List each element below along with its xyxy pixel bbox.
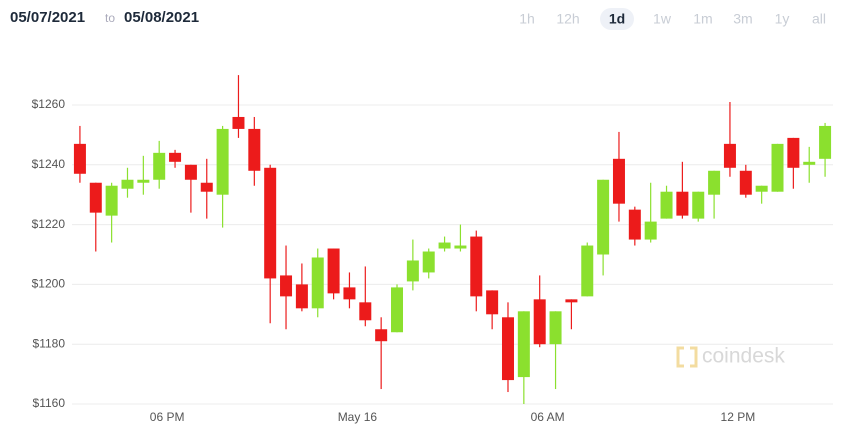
range-button-label: 1d: [609, 11, 625, 27]
range-button[interactable]: all: [812, 11, 826, 27]
candle-body: [723, 143, 736, 168]
candle-body: [517, 311, 530, 378]
range-button-label: 1h: [519, 11, 535, 27]
y-tick-label: $1160: [33, 396, 66, 410]
candle-body: [819, 125, 832, 159]
x-tick-label: 12 PM: [721, 410, 756, 424]
candle-body: [454, 245, 467, 249]
watermark-text: coindesk: [702, 345, 785, 368]
candle-body: [232, 116, 245, 129]
candle-body: [565, 299, 578, 303]
candle-body: [612, 158, 625, 204]
candle-body: [803, 161, 816, 165]
y-tick-label: $1240: [32, 157, 66, 171]
range-button-label: 1y: [775, 11, 790, 27]
x-tick-label: 06 PM: [150, 410, 185, 424]
range-button-label: 1w: [653, 11, 672, 27]
candle-body: [581, 245, 594, 297]
candle-body: [153, 152, 166, 180]
candle-body: [264, 167, 277, 279]
candle-body: [375, 329, 388, 342]
candle-body: [628, 209, 641, 240]
candle-body: [200, 182, 213, 192]
range-button-label: 1m: [693, 11, 712, 27]
candle-body: [327, 248, 340, 294]
x-tick-label: 06 AM: [531, 410, 565, 424]
candle-body: [787, 137, 800, 168]
candle-body: [391, 287, 404, 333]
range-button[interactable]: 3m: [733, 11, 752, 27]
candle-body: [121, 179, 134, 189]
candle-body: [771, 143, 784, 192]
candle-body: [755, 185, 768, 192]
range-button[interactable]: 1w: [653, 11, 672, 27]
watermark: coindesk: [676, 345, 785, 368]
date-from: 05/07/2021: [10, 9, 85, 26]
candle-body: [533, 299, 546, 345]
candle-body: [89, 182, 102, 213]
candle-body: [549, 311, 562, 345]
range-button-label: all: [812, 11, 826, 27]
candle-body: [73, 143, 86, 174]
y-tick-label: $1200: [32, 277, 66, 291]
candle-body: [359, 302, 372, 321]
date-to: 05/08/2021: [124, 9, 199, 26]
candle-body: [692, 191, 705, 219]
date-separator: to: [105, 11, 115, 25]
candle-body: [137, 179, 150, 183]
candle-body: [216, 128, 229, 195]
y-tick-label: $1180: [33, 336, 66, 350]
range-button-label: 3m: [733, 11, 752, 27]
x-tick-label: May 16: [338, 410, 378, 424]
range-button-bg: [600, 8, 634, 30]
range-button[interactable]: 1m: [693, 11, 712, 27]
candle-body: [676, 191, 689, 216]
candle-body: [184, 164, 197, 180]
range-button-label: 12h: [556, 11, 579, 27]
range-button[interactable]: 1h: [519, 11, 535, 27]
candle-body: [105, 185, 118, 216]
candle-body: [597, 179, 610, 255]
candle-body: [169, 152, 182, 162]
candle-body: [280, 275, 293, 297]
candle-body: [501, 317, 514, 381]
candle-body: [438, 242, 451, 249]
candle-body: [248, 128, 261, 171]
range-button[interactable]: 1d: [600, 8, 634, 30]
y-tick-label: $1220: [32, 217, 66, 231]
candle-body: [422, 251, 435, 273]
range-button[interactable]: 12h: [556, 11, 579, 27]
candle-body: [406, 260, 419, 282]
range-button[interactable]: 1y: [775, 11, 790, 27]
candle-body: [486, 290, 499, 315]
y-tick-label: $1260: [32, 97, 66, 111]
candle-body: [644, 221, 657, 240]
candle-body: [470, 236, 483, 297]
candle-body: [660, 191, 673, 219]
candle-body: [295, 284, 308, 309]
candle-body: [311, 257, 324, 309]
watermark-logo: [676, 346, 698, 368]
candle-body: [343, 287, 356, 300]
candle-body: [708, 170, 721, 195]
candle-body: [739, 170, 752, 195]
